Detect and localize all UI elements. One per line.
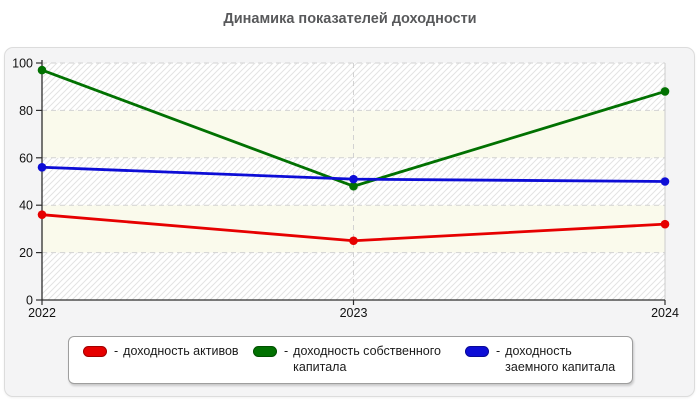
legend-swatch-blue [465,346,489,357]
legend-swatch-red [83,346,107,357]
legend-dash: - [496,344,501,358]
legend-swatch-green [253,346,277,357]
legend-item-borrowed: - доходность заемного капитала [465,344,618,375]
chart-legend: - доходность активов - доходность собств… [68,336,633,384]
chart-title: Динамика показателей доходности [223,11,477,27]
legend-item-equity: - доходность собственного капитала [253,344,465,375]
legend-dash: - [114,344,119,358]
legend-label-assets: доходность активов [123,344,239,358]
legend-label-equity: доходность собственного капитала [293,344,441,374]
legend-dash: - [284,344,289,358]
legend-label-borrowed: доходность заемного капитала [505,344,616,374]
legend-item-assets: - доходность активов [83,344,253,360]
